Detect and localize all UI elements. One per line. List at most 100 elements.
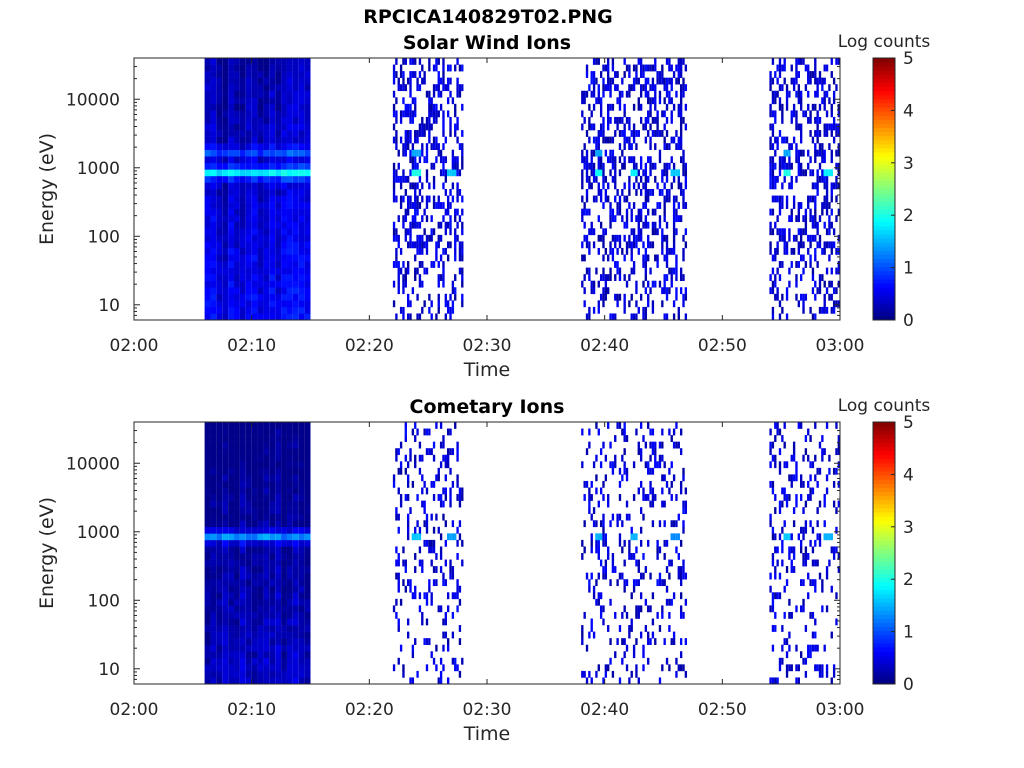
heatmap-cell (204, 677, 211, 685)
heatmap-cell (404, 136, 407, 144)
heatmap-cell (616, 300, 619, 308)
heatmap-cell (809, 195, 812, 203)
heatmap-cell (604, 149, 608, 157)
heatmap-cell (228, 657, 235, 665)
heatmap-cell (263, 71, 270, 78)
heatmap-cell (397, 657, 400, 665)
heatmap-cell (228, 546, 235, 554)
heatmap-cell (654, 494, 657, 501)
heatmap-cell (785, 241, 789, 249)
heatmap-cell (395, 448, 398, 456)
heatmap-cell (435, 254, 438, 262)
heatmap-cell (239, 306, 246, 314)
heatmap-cell (809, 644, 812, 652)
heatmap-cell (651, 130, 655, 137)
heatmap-cell (599, 592, 603, 600)
heatmap-cell (275, 254, 282, 262)
heatmap-cell (790, 261, 793, 268)
heatmap-cell (799, 149, 803, 157)
heatmap-cell (216, 592, 223, 600)
heatmap-cell (449, 566, 452, 573)
heatmap-cell (679, 130, 683, 137)
heatmap-cell (774, 533, 777, 541)
heatmap-cell (216, 90, 223, 98)
heatmap-cell (628, 64, 631, 72)
heatmap-cell (210, 533, 217, 541)
heatmap-cell (456, 77, 459, 85)
colorbar-step (873, 446, 895, 452)
heatmap-cell (651, 428, 655, 436)
heatmap-cell (595, 539, 598, 547)
heatmap-cell (402, 313, 405, 321)
heatmap-cell (630, 228, 633, 236)
colorbar-step (873, 197, 895, 202)
heatmap-cell (397, 513, 400, 521)
heatmap-cell (682, 169, 685, 177)
heatmap-cell (614, 215, 617, 223)
heatmap-cell (781, 195, 784, 203)
heatmap-cell (679, 539, 683, 547)
heatmap-cell (245, 130, 252, 137)
colorbar-step (873, 606, 895, 611)
heatmap-cell (583, 480, 586, 488)
heatmap-cell (649, 287, 652, 295)
heatmap-cell (802, 300, 805, 308)
heatmap-cell (449, 487, 452, 495)
heatmap-cell (245, 618, 252, 626)
heatmap-cell (818, 116, 822, 124)
colorbar-step (873, 160, 895, 165)
heatmap-cell (263, 175, 270, 183)
heatmap-cell (432, 579, 436, 587)
heatmap-cell (776, 64, 779, 72)
heatmap-cell (616, 520, 619, 528)
heatmap-cell (286, 215, 293, 223)
heatmap-cell (435, 579, 438, 587)
heatmap-cell (611, 234, 615, 242)
colorbar-step (873, 225, 895, 231)
heatmap-cell (239, 592, 246, 600)
heatmap-cell (811, 644, 815, 652)
heatmap-cell (269, 474, 276, 482)
heatmap-cell (269, 592, 276, 600)
heatmap-cell (792, 546, 796, 554)
heatmap-cell (428, 116, 431, 124)
heatmap-cell (216, 143, 223, 150)
heatmap-cell (444, 461, 447, 469)
heatmap-cell (792, 474, 796, 482)
heatmap-cell (439, 169, 443, 177)
heatmap-cell (402, 546, 405, 554)
heatmap-cell (286, 435, 293, 442)
heatmap-cell (210, 280, 217, 288)
heatmap-cell (449, 533, 452, 541)
heatmap-cell (239, 195, 246, 203)
heatmap-cell (670, 110, 673, 118)
heatmap-cell (769, 247, 772, 255)
colorbar-step (873, 434, 895, 439)
heatmap-cell (792, 507, 796, 514)
heatmap-cell (811, 579, 815, 587)
heatmap-cell (776, 546, 779, 554)
heatmap-cell (597, 664, 600, 672)
heatmap-cell (228, 494, 235, 501)
heatmap-cell (404, 58, 407, 65)
colorbar-step (873, 483, 895, 488)
colorbar-step (873, 127, 895, 133)
heatmap-cell (234, 559, 240, 567)
heatmap-cell (281, 638, 287, 645)
heatmap-cell (414, 638, 417, 645)
heatmap-cell (807, 64, 810, 72)
heatmap-cell (257, 90, 264, 98)
heatmap-cell (234, 513, 240, 521)
heatmap-cell (799, 130, 803, 137)
heatmap-cell (818, 130, 822, 137)
heatmap-cell (269, 513, 276, 521)
heatmap-cell (599, 195, 603, 203)
heatmap-cell (590, 169, 593, 177)
heatmap-cell (234, 651, 240, 659)
heatmap-cell (672, 162, 676, 170)
heatmap-cell (402, 175, 405, 183)
heatmap-cell (604, 454, 608, 462)
heatmap-cell (788, 228, 791, 236)
heatmap-cell (644, 123, 648, 131)
heatmap-cell (442, 116, 445, 124)
